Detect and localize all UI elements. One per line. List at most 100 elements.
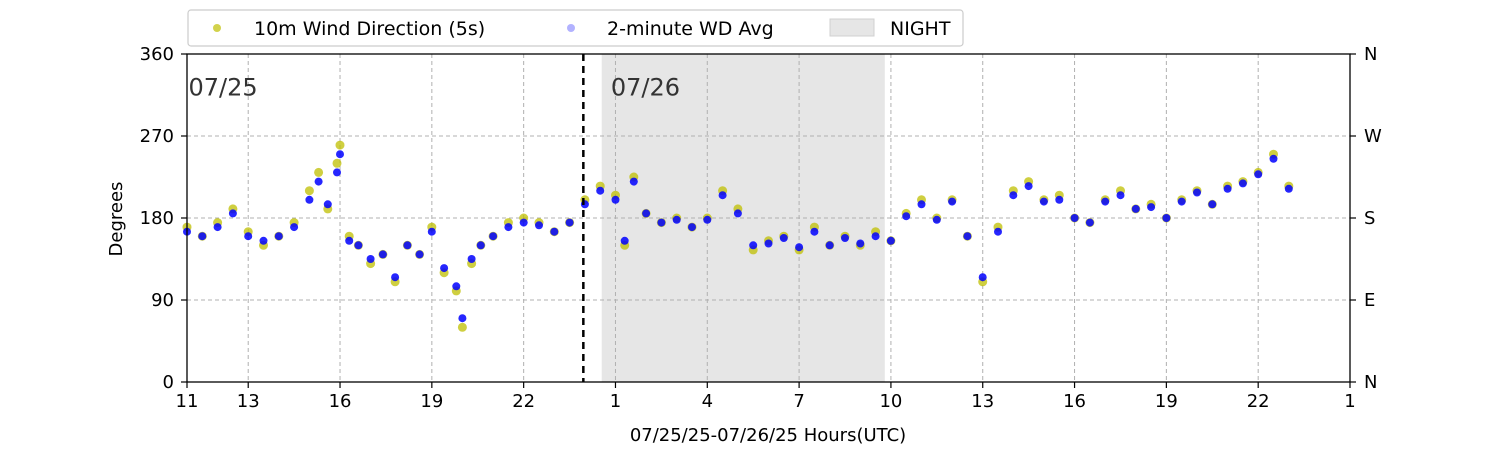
y2-tick-label: N [1364,44,1377,65]
wd-avg-point [1116,191,1125,200]
legend-patch-night [829,18,875,37]
x-tick-label: 4 [702,391,713,412]
legend-label-wind-direction: 10m Wind Direction (5s) [254,18,485,40]
wd-avg-point [391,273,400,282]
wd-avg-point [314,177,323,186]
wd-avg-point [198,232,207,241]
wd-avg-point [620,236,629,245]
wd-avg-point [274,232,283,241]
wd-avg-point [795,243,804,252]
wd-avg-point [290,223,299,232]
wind-direction-point [332,158,342,168]
wind-direction-point [457,322,467,332]
wd-avg-point [978,273,987,282]
wd-avg-point [504,223,513,232]
wd-avg-point [259,236,268,245]
y-tick-label: 270 [140,126,174,147]
wd-avg-point [345,236,354,245]
wd-avg-point [415,250,424,259]
wd-avg-point [1147,203,1156,212]
wd-avg-point [458,314,467,323]
x-tick-label: 16 [1063,391,1086,412]
y-tick-label: 90 [151,290,174,311]
wd-avg-point [672,215,681,224]
x-axis-title: 07/25/25-07/26/25 Hours(UTC) [630,425,906,446]
wd-avg-point [305,195,314,204]
wd-avg-point [476,241,485,250]
legend-label-wd-avg: 2-minute WD Avg [607,18,774,40]
wd-avg-point [1039,197,1048,206]
wd-avg-point [779,234,788,242]
x-tick-label: 22 [1247,391,1270,412]
wd-avg-point [467,255,476,263]
wd-avg-point [535,221,543,230]
y-tick-label: 180 [140,208,174,229]
wd-avg-point [519,218,528,227]
wd-avg-point [611,195,620,204]
wd-avg-point [825,241,834,250]
wind-direction-point [335,140,345,150]
y-tick-label: 0 [163,372,174,393]
wd-avg-point [1101,197,1110,206]
wd-avg-point [1070,214,1079,222]
wd-avg-point [354,241,363,250]
wd-avg-point [629,177,638,186]
wd-avg-point [366,255,375,263]
wd-avg-point [657,218,666,227]
wd-avg-point [688,223,696,232]
legend-frame [187,9,964,47]
wd-avg-point [856,239,865,248]
wd-avg-point [1085,218,1094,227]
wd-avg-point [336,150,344,159]
wd-avg-point [886,236,895,245]
wd-avg-point [550,227,559,236]
x-tick-label: 1 [1344,391,1355,412]
wd-avg-point [1223,184,1232,193]
y-axis-title: Degrees [106,182,127,257]
wd-avg-point [1024,182,1033,191]
y2-tick-label: W [1364,126,1382,147]
wd-avg-point [228,209,237,218]
wd-avg-point [1131,204,1140,213]
wd-avg-point [642,209,651,218]
wind-direction-point [304,186,314,196]
wd-avg-point [764,239,773,248]
wd-avg-point [333,168,341,177]
wd-avg-point [902,212,911,221]
wd-avg-point [994,227,1002,236]
wd-avg-point [871,232,880,241]
legend-label-night: NIGHT [890,18,951,40]
y-tick-label: 360 [140,44,174,65]
x-tick-label: 11 [176,391,199,412]
wd-avg-point [1208,200,1217,209]
wd-avg-point [213,223,222,232]
x-tick-label: 22 [512,391,535,412]
wd-avg-point [1284,184,1293,193]
wd-avg-point [963,232,972,241]
legend: 10m Wind Direction (5s) 2-minute WD Avg … [187,9,964,47]
wd-avg-point [1269,154,1278,163]
x-tick-label: 7 [793,391,804,412]
wd-avg-point [403,241,412,250]
wd-avg-point [1162,214,1171,222]
wd-avg-point [733,209,742,218]
x-tick-label: 1 [610,391,621,412]
x-tick-label: 13 [971,391,994,412]
wd-avg-point [932,215,941,224]
y2-tick-label: E [1364,290,1375,311]
legend-marker-wind-direction [213,24,221,32]
x-tick-label: 16 [329,391,352,412]
x-tick-label: 19 [1155,391,1178,412]
wd-avg-point [810,227,819,236]
wd-avg-point [440,264,449,273]
wd-avg-point [452,282,461,291]
y2-tick-label: S [1364,208,1375,229]
wd-avg-point [244,232,253,241]
wd-avg-point [948,197,957,206]
wd-avg-point [1238,179,1247,188]
wd-avg-point [917,200,926,209]
wd-avg-point [1193,188,1201,197]
wd-avg-point [489,232,498,241]
wd-avg-point [841,234,849,242]
